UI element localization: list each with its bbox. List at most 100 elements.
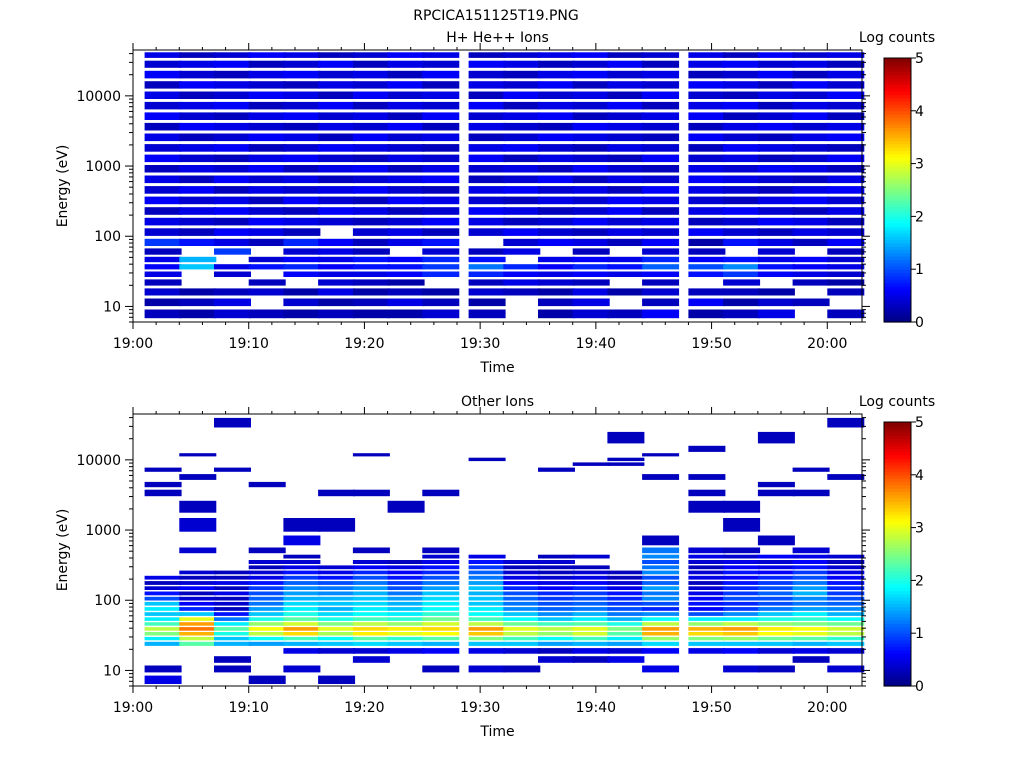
heat-cell — [248, 133, 286, 142]
heat-cell — [642, 474, 680, 480]
heat-cell — [422, 60, 460, 68]
heat-cell — [538, 228, 575, 236]
heat-cell — [144, 238, 182, 246]
heat-cell — [688, 112, 726, 120]
heat-cell — [572, 264, 610, 270]
heat-cell — [642, 264, 680, 270]
heat-cell — [827, 417, 865, 428]
heat-cell — [792, 217, 830, 226]
heat-cell — [179, 612, 217, 616]
panel-title: H+ He++ Ions — [446, 30, 549, 46]
heat-cell — [572, 238, 610, 246]
heat-cell — [422, 70, 460, 79]
heat-cell — [318, 101, 356, 110]
heat-cell — [723, 612, 761, 616]
heat-cell — [318, 636, 356, 641]
heat-cell — [214, 228, 251, 236]
heat-cell — [503, 279, 541, 286]
heat-cell — [792, 122, 830, 131]
colorbar-segment — [884, 61, 911, 66]
heat-cell — [352, 264, 390, 270]
heat-cell — [538, 554, 575, 559]
colorbar-segment — [884, 143, 911, 148]
heat-cell — [283, 648, 321, 654]
heat-cell — [248, 560, 286, 564]
colorbar-tick-label: 5 — [915, 415, 924, 431]
heat-cell — [572, 122, 610, 131]
heat-cell — [538, 175, 575, 184]
heat-cell — [572, 60, 610, 68]
heat-cell — [688, 122, 726, 131]
heat-cell — [318, 575, 356, 580]
heat-cell — [792, 586, 830, 590]
heat-cell — [283, 612, 321, 616]
colorbar-segment — [884, 275, 911, 280]
colorbar-segment — [884, 242, 911, 247]
colorbar: 0 1 2 3 4 5 Log counts — [859, 394, 935, 695]
heat-cell — [642, 122, 680, 131]
colorbar-segment — [884, 547, 911, 552]
y-tick-label: 10000 — [76, 453, 121, 469]
heat-cell — [688, 565, 726, 570]
heat-cell — [688, 298, 726, 307]
colorbar-segment — [884, 544, 911, 548]
colorbar-segment — [884, 229, 911, 234]
heat-cell — [214, 601, 251, 606]
colorbar-segment — [884, 137, 911, 142]
heat-cell — [248, 70, 286, 79]
heat-cell — [572, 632, 610, 636]
heat-cell — [179, 547, 217, 554]
heat-cell — [283, 591, 321, 596]
heat-cell — [352, 256, 390, 263]
heat-cell — [688, 309, 726, 319]
heat-cell — [387, 500, 425, 513]
heat-cell — [352, 575, 390, 580]
heat-cell — [422, 575, 460, 580]
heat-cell — [607, 648, 645, 654]
heat-cell — [422, 271, 460, 277]
heat-cell — [144, 481, 182, 488]
heat-cell — [144, 248, 182, 255]
heat-cell — [422, 547, 460, 554]
colorbar-segment — [884, 676, 911, 680]
heat-cell — [538, 648, 575, 654]
colorbar-segment — [884, 441, 911, 446]
heat-cell — [248, 91, 286, 99]
heat-cell — [468, 627, 506, 631]
heat-cell — [468, 586, 506, 590]
heat-cell — [827, 186, 865, 194]
heat-cell — [642, 665, 680, 673]
heat-cell — [538, 560, 575, 564]
heat-cell — [723, 581, 761, 585]
heat-cell — [642, 271, 680, 277]
colorbar-segment — [884, 431, 911, 436]
heat-cell — [538, 565, 575, 570]
heat-cell — [387, 217, 425, 226]
heat-cell — [607, 217, 645, 226]
heat-cell — [792, 565, 830, 570]
heat-cell — [572, 656, 610, 663]
y-tick-label: 10000 — [76, 89, 121, 105]
heat-cell — [827, 81, 865, 89]
heat-cell — [757, 627, 795, 631]
heat-cell — [642, 547, 680, 554]
heat-cell — [283, 288, 321, 296]
heat-cell — [283, 617, 321, 621]
heat-cell — [792, 60, 830, 68]
colorbar-segment — [884, 91, 911, 95]
heat-cell — [503, 122, 541, 131]
heat-cell — [352, 560, 390, 564]
heat-cell — [387, 112, 425, 120]
heat-cell — [503, 612, 541, 616]
heat-cell — [283, 238, 321, 246]
heat-cell — [179, 518, 217, 532]
heat-cell — [607, 622, 645, 626]
heat-cell — [214, 144, 251, 152]
heat-cell — [144, 591, 182, 596]
heat-cell — [283, 636, 321, 641]
heat-cell — [607, 591, 645, 596]
heat-cell — [387, 288, 425, 296]
heat-cell — [792, 547, 830, 554]
heat-cell — [538, 636, 575, 641]
colorbar-segment — [884, 458, 911, 463]
